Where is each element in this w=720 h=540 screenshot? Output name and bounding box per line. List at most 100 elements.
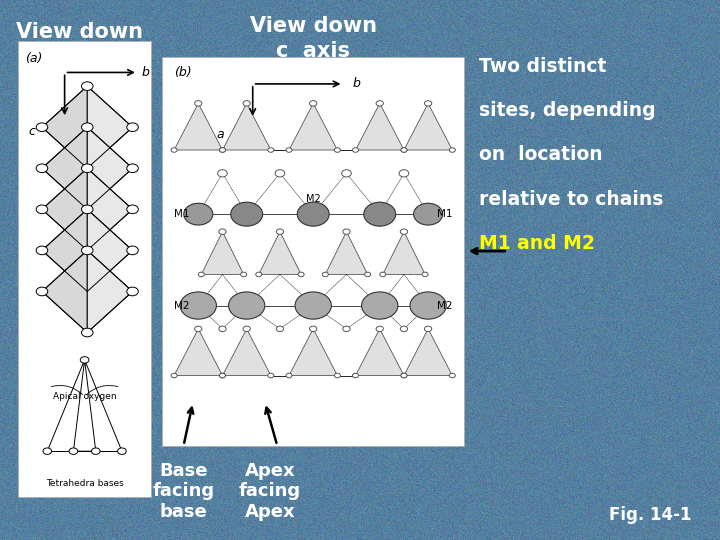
Circle shape — [220, 373, 225, 378]
Text: View down
c  axis: View down c axis — [250, 16, 377, 61]
Circle shape — [297, 202, 329, 226]
Text: Apical oxygen: Apical oxygen — [53, 392, 117, 401]
Text: a: a — [217, 128, 224, 141]
Text: (a): (a) — [24, 52, 42, 65]
Circle shape — [243, 100, 251, 106]
Circle shape — [334, 373, 341, 378]
Text: c: c — [29, 125, 35, 138]
Circle shape — [36, 246, 48, 255]
Polygon shape — [87, 251, 132, 333]
Circle shape — [81, 123, 93, 132]
Circle shape — [298, 272, 304, 276]
Circle shape — [413, 203, 443, 225]
Text: Tetrahedra bases: Tetrahedra bases — [46, 478, 123, 488]
Circle shape — [449, 148, 455, 152]
Circle shape — [401, 373, 407, 378]
Circle shape — [425, 100, 432, 106]
Text: b: b — [353, 77, 361, 90]
Circle shape — [323, 272, 328, 276]
Polygon shape — [222, 329, 271, 375]
Circle shape — [341, 170, 351, 177]
Circle shape — [230, 202, 263, 226]
Circle shape — [220, 148, 225, 152]
Circle shape — [401, 148, 407, 152]
Circle shape — [171, 148, 177, 152]
Circle shape — [449, 373, 455, 378]
Circle shape — [268, 148, 274, 152]
Circle shape — [36, 123, 48, 132]
Circle shape — [361, 292, 398, 319]
Circle shape — [410, 292, 446, 319]
Circle shape — [69, 448, 78, 455]
Circle shape — [399, 170, 409, 177]
Polygon shape — [42, 210, 87, 292]
Text: relative to chains: relative to chains — [479, 190, 663, 208]
Polygon shape — [87, 168, 132, 251]
Polygon shape — [356, 103, 404, 150]
Circle shape — [194, 100, 202, 106]
Text: M1: M1 — [437, 209, 452, 219]
Text: sites, depending: sites, depending — [479, 101, 655, 120]
Circle shape — [194, 326, 202, 332]
Bar — [162, 57, 464, 446]
Circle shape — [343, 326, 350, 332]
Circle shape — [127, 287, 138, 296]
Circle shape — [81, 328, 93, 337]
Polygon shape — [325, 232, 368, 274]
Circle shape — [127, 123, 138, 132]
Circle shape — [343, 229, 350, 234]
Polygon shape — [289, 103, 338, 150]
Circle shape — [127, 164, 138, 173]
Circle shape — [198, 272, 204, 276]
Polygon shape — [404, 103, 452, 150]
Circle shape — [376, 100, 383, 106]
Circle shape — [117, 448, 126, 455]
Polygon shape — [174, 329, 222, 375]
Text: Base
facing
base: Base facing base — [153, 462, 215, 521]
Circle shape — [91, 448, 100, 455]
Circle shape — [376, 326, 383, 332]
Circle shape — [401, 148, 407, 152]
Text: Apex
facing
Apex: Apex facing Apex — [239, 462, 301, 521]
Polygon shape — [42, 251, 87, 333]
Circle shape — [364, 202, 396, 226]
Circle shape — [353, 148, 359, 152]
Text: Two distinct: Two distinct — [479, 57, 606, 76]
Circle shape — [220, 373, 225, 378]
Polygon shape — [174, 103, 222, 150]
Text: on  location: on location — [479, 145, 603, 164]
Polygon shape — [222, 103, 271, 150]
Polygon shape — [356, 329, 404, 375]
Text: M1 and M2: M1 and M2 — [479, 234, 595, 253]
Circle shape — [400, 229, 408, 234]
Circle shape — [286, 373, 292, 378]
Polygon shape — [87, 127, 132, 210]
Circle shape — [171, 373, 177, 378]
Polygon shape — [42, 127, 87, 210]
Circle shape — [81, 356, 89, 363]
Polygon shape — [289, 329, 338, 375]
Text: View down
a  axis: View down a axis — [16, 22, 143, 66]
Circle shape — [422, 272, 428, 276]
Text: b: b — [142, 66, 150, 79]
Circle shape — [127, 205, 138, 214]
Text: (b): (b) — [174, 66, 192, 79]
Circle shape — [310, 100, 317, 106]
Circle shape — [219, 326, 226, 332]
Circle shape — [81, 164, 93, 173]
Polygon shape — [42, 168, 87, 251]
Circle shape — [275, 170, 285, 177]
Circle shape — [220, 148, 225, 152]
Text: M2: M2 — [306, 194, 320, 204]
Circle shape — [217, 170, 228, 177]
Circle shape — [400, 326, 408, 332]
Circle shape — [127, 246, 138, 255]
Circle shape — [180, 292, 217, 319]
Circle shape — [219, 229, 226, 234]
Text: M2: M2 — [437, 301, 452, 310]
Circle shape — [243, 326, 251, 332]
Circle shape — [286, 148, 292, 152]
Polygon shape — [202, 232, 243, 274]
Circle shape — [81, 205, 93, 214]
Circle shape — [276, 326, 284, 332]
